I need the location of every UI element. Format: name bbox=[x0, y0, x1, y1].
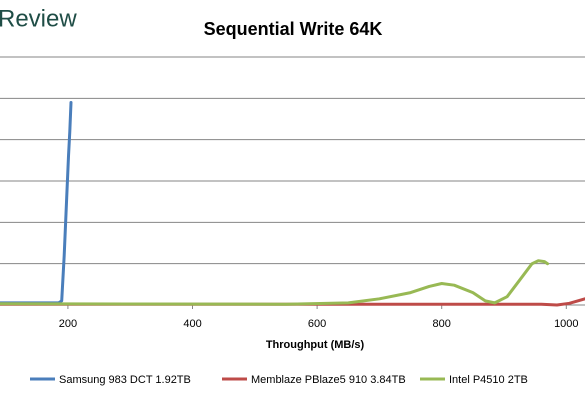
series-line bbox=[0, 259, 550, 306]
series-line bbox=[0, 101, 73, 305]
legend-label: Intel P4510 2TB bbox=[449, 374, 528, 386]
x-tick-label: 200 bbox=[59, 318, 77, 330]
x-tick-label: 1000 bbox=[554, 318, 578, 330]
x-tick-label: 800 bbox=[433, 318, 451, 330]
x-axis-label: Throughput (MB/s) bbox=[266, 339, 365, 351]
chart-title: Sequential Write 64K bbox=[204, 19, 383, 39]
x-tick-label: 400 bbox=[183, 318, 201, 330]
legend-label: Samsung 983 DCT 1.92TB bbox=[59, 374, 191, 386]
x-tick-label: 600 bbox=[308, 318, 326, 330]
logo: Review bbox=[0, 5, 77, 32]
legend-label: Memblaze PBlaze5 910 3.84TB bbox=[251, 374, 406, 386]
